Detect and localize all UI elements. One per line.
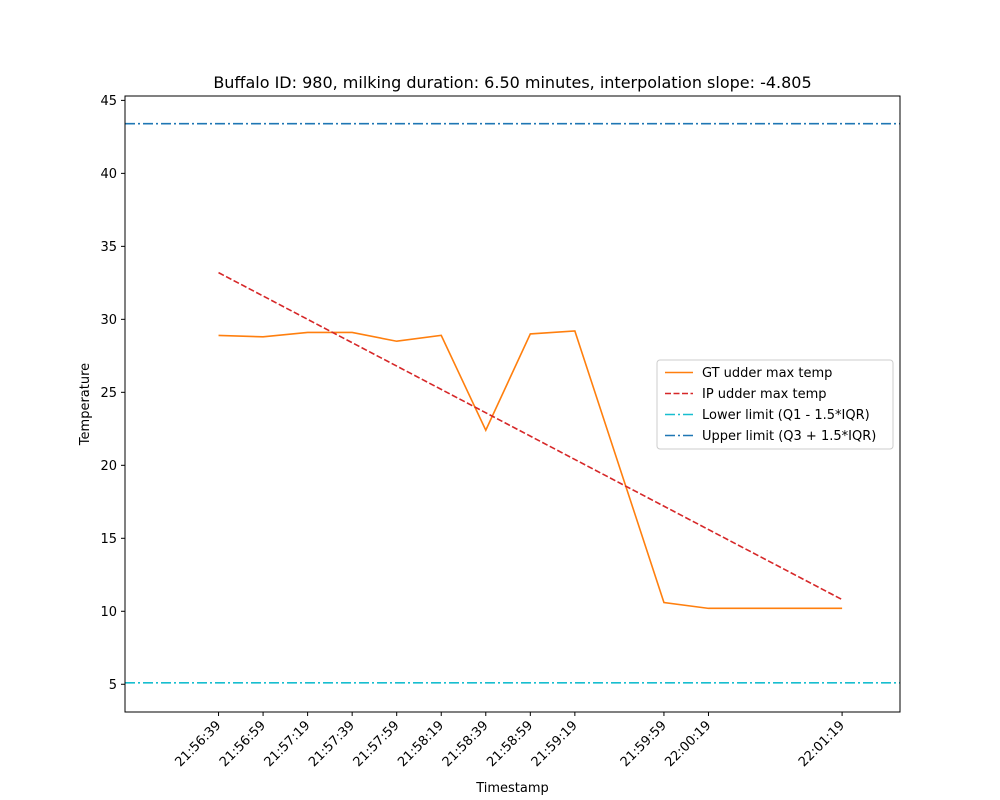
y-tick-label: 35 — [100, 240, 117, 255]
legend-box — [656, 359, 894, 450]
y-tick-label: 20 — [100, 459, 117, 474]
y-tick-label: 25 — [100, 386, 117, 401]
legend-label: IP udder max temp — [702, 387, 827, 402]
chart-title: Buffalo ID: 980, milking duration: 6.50 … — [213, 73, 811, 92]
y-tick-label: 40 — [100, 167, 117, 182]
x-axis-label: Timestamp — [475, 781, 549, 796]
y-axis: 5 10 15 20 25 30 35 40 45 — [100, 94, 125, 693]
plot-frame — [124, 95, 901, 713]
legend-label: Lower limit (Q1 - 1.5*IQR) — [702, 408, 870, 423]
y-axis-label: Temperature — [78, 363, 93, 446]
series-line-2 — [218, 271, 843, 601]
y-tick-label: 5 — [109, 678, 117, 693]
y-tick-label: 45 — [100, 94, 117, 109]
legend-label: GT udder max temp — [702, 366, 832, 381]
y-tick-label: 10 — [100, 605, 117, 620]
y-tick-label: 15 — [100, 532, 117, 547]
legend-label: Upper limit (Q3 + 1.5*IQR) — [702, 429, 876, 444]
series-line-1 — [218, 330, 843, 610]
y-tick-label: 30 — [100, 313, 117, 328]
plot-area — [125, 122, 900, 684]
legend: GT udder max temp IP udder max temp Lower … — [656, 359, 894, 450]
